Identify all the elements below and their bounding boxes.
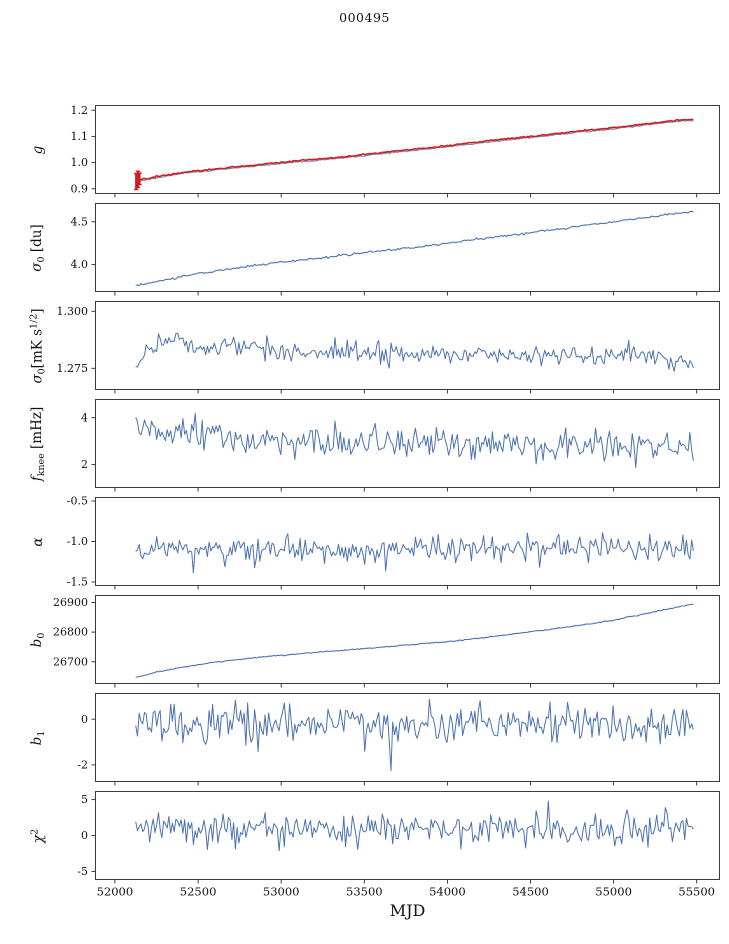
panel-plot-b1: -2 0 [77,693,720,786]
y-axis-label-part: f [29,475,46,481]
chart-panels: 0.9 1.0 1.1 1.2 g 4.0 4.5 σ0 [du] 1.275 1.300 σ0[m… [29,104,720,899]
y-tick-label: 26900 [53,596,88,609]
y-tick-label: -2 [77,759,88,772]
y-tick-label: 1.275 [57,362,89,375]
plot-line-alpha [135,532,694,574]
y-tick-label: 2 [81,458,88,471]
y-axis-label-part: [du] [29,223,46,256]
panel-plot-fknee: 24 [81,399,720,492]
plot-line-sigma0-mks [135,332,694,372]
y-axis-label-part: g [30,145,46,154]
y-tick-label: -0.5 [67,495,88,508]
y-axis-label-g: g [30,145,46,154]
y-axis-label-part: 1/2 [28,313,40,329]
y-tick-label: 1.0 [71,156,89,169]
y-tick-label: 0 [81,713,88,726]
panel-plot-chi2: -5 0 5 52000 52500 53000 53500 54000 54500 55000 5… [77,791,720,899]
y-axis-label-part: 1 [35,730,47,737]
panel-border [95,105,720,194]
y-tick-label: 1.300 [57,305,89,318]
plot-line-g-underlay [135,119,694,183]
panel-plot-alpha: -1.5 -1.0 -0.5 [67,495,720,590]
x-tick-label: 54500 [512,885,549,899]
y-axis-label-part: ] [29,307,46,314]
panel-plot-sigma0-mks: 1.275 1.300 [57,301,720,394]
y-axis-label-part: σ [29,261,46,272]
y-tick-label: 0.9 [71,182,89,195]
y-tick-label: 0 [81,829,88,842]
panel-border [95,301,720,390]
y-tick-label: 1.1 [71,130,89,143]
x-tick-label: 53500 [346,885,383,899]
y-axis-label-part: α [30,536,46,547]
plot-line-fknee [135,412,694,468]
panel-g: 0.9 1.0 1.1 1.2 g [30,104,720,198]
panel-alpha: -1.5 -1.0 -0.5 α [30,495,720,590]
panel-sigma0-du: 4.0 4.5 σ0 [du] [29,203,720,296]
y-tick-label: 26700 [53,655,88,668]
panel-b0: 26700 26800 26900 b0 [29,595,720,688]
y-tick-label: -1.0 [67,535,88,548]
panel-border [95,203,720,292]
y-axis-label-part: 0 [35,632,47,639]
y-axis-label-part: σ [29,373,46,384]
y-axis-label-part: b [29,736,46,745]
y-axis-label-chi2: χ2 [30,828,47,842]
y-axis-label-part: χ [30,834,47,843]
y-tick-label: 26800 [53,626,88,639]
x-tick-label: 52500 [180,885,217,899]
plot-line-g-gain [135,118,694,181]
panel-border [95,693,720,782]
x-tick-label: 53000 [263,885,300,899]
panel-plot-g: 0.9 1.0 1.1 1.2 [71,104,720,198]
y-axis-label-part: 0 [35,255,47,262]
plot-line-b1 [135,698,694,772]
y-axis-label-b1: b1 [29,730,47,745]
y-tick-label: 4.0 [71,258,89,271]
plot-line-chi2 [135,800,694,852]
panel-border [95,791,720,880]
y-tick-label: 5 [81,793,88,806]
y-axis-label-b0: b0 [29,632,47,647]
panel-chi2: -5 0 5 52000 52500 53000 53500 54000 54500 55000 5… [30,791,720,899]
panel-sigma0-mks: 1.275 1.300 σ0[mK s1/2] [29,301,720,394]
y-tick-label: 4.5 [71,215,89,228]
y-axis-label-sigma0-du: σ0 [du] [29,224,47,271]
panel-fknee: 2 4 fknee [mHz] [29,399,720,492]
panel-plot-b0: 26700 26800 26900 [53,595,720,688]
y-axis-label-alpha: α [30,537,46,546]
plot-line-sigma0-du [135,210,694,287]
x-tick-label: 55500 [678,885,715,899]
x-tick-label: 54000 [429,885,466,899]
panel-plot-sigma0-du: 4.0 4.5 [71,203,720,296]
figure-title: 000495 [339,10,390,25]
y-tick-label: 1.2 [71,104,89,117]
plot-line-b0 [135,603,694,678]
y-tick-label: -1.5 [67,576,88,589]
y-axis-label-sigma0-mks: σ0[mK s1/2] [29,308,48,383]
y-axis-label-part: 2 [29,828,41,835]
y-axis-label-fknee: fknee [mHz] [29,406,47,480]
y-axis-label-part: 0 [36,367,48,374]
y-axis-label-part: b [29,638,46,647]
x-tick-label: 52000 [97,885,134,899]
panel-border [95,399,720,488]
y-tick-label: 4 [81,411,88,424]
y-axis-label-part: knee [35,452,47,476]
x-axis-label: MJD [389,901,426,920]
y-tick-label: -5 [77,865,88,878]
y-axis-label-part: [mK s [29,328,46,368]
x-tick-label: 55000 [595,885,632,899]
y-axis-label-part: [mHz] [29,406,46,453]
panel-b1: -2 0 b1 [29,693,720,786]
panel-border [95,497,720,586]
panel-border [95,595,720,684]
